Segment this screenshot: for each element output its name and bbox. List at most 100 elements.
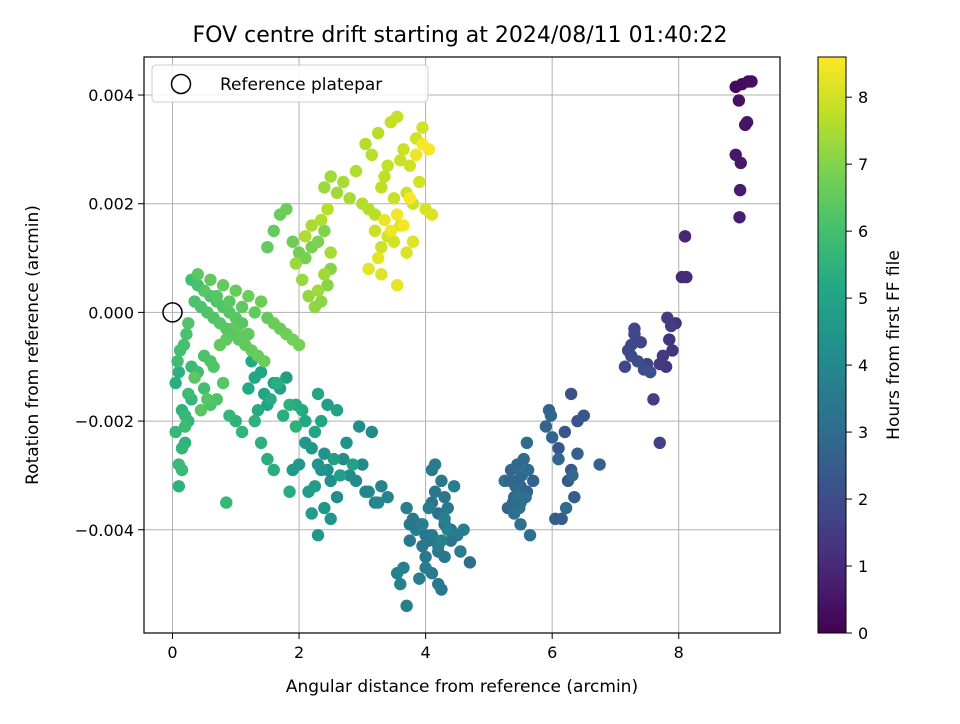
scatter-point — [514, 518, 527, 531]
scatter-point — [365, 148, 379, 162]
scatter-point — [644, 365, 657, 379]
scatter-point — [625, 338, 638, 352]
scatter-point — [664, 319, 678, 333]
scatter-point — [292, 338, 306, 352]
scatter-point — [321, 279, 334, 292]
scatter-point — [311, 235, 325, 248]
scatter-point — [289, 257, 303, 270]
scatter-point — [175, 463, 189, 477]
scatter-point — [197, 284, 211, 297]
scatter-point — [400, 599, 413, 613]
scatter-point — [381, 159, 394, 172]
scatter-point — [324, 474, 337, 488]
x-axis-label: Angular distance from reference (arcmin) — [286, 677, 638, 697]
scatter-point — [289, 420, 303, 433]
scatter-point — [425, 528, 439, 542]
scatter-point — [559, 501, 573, 515]
scatter-point — [314, 213, 328, 227]
scatter-point — [352, 420, 366, 433]
scatter-point — [178, 420, 192, 433]
scatter-point — [286, 463, 299, 477]
y-tick-label: −0.002 — [75, 412, 134, 431]
scatter-point — [558, 425, 572, 439]
scatter-point — [523, 528, 537, 542]
scatter-point — [678, 230, 692, 243]
scatter-point — [403, 192, 416, 205]
scatter-point — [503, 474, 516, 488]
colorbar-tick-label: 1 — [858, 557, 868, 576]
scatter-point — [343, 469, 356, 482]
scatter-point — [359, 485, 372, 498]
scatter-point — [305, 219, 318, 232]
scatter-point — [330, 404, 344, 417]
scatter-point — [197, 382, 211, 395]
scatter-point — [390, 208, 404, 221]
scatter-point — [438, 550, 451, 564]
y-tick-label: 0.004 — [88, 86, 134, 105]
scatter-point — [327, 452, 341, 466]
scatter-point — [324, 170, 337, 183]
scatter-point — [390, 110, 404, 123]
scatter-point — [384, 224, 398, 238]
x-tick-label: 4 — [421, 643, 431, 662]
scatter-point — [406, 235, 420, 248]
scatter-point — [463, 556, 477, 569]
scatter-point — [365, 425, 379, 439]
scatter-point — [552, 442, 565, 455]
scatter-point — [733, 211, 746, 224]
scatter-point — [564, 387, 578, 401]
scatter-point — [210, 393, 223, 406]
scatter-point — [428, 458, 442, 471]
scatter-point — [330, 186, 344, 200]
scatter-point — [517, 452, 530, 466]
scatter-point — [571, 447, 584, 460]
scatter-point — [223, 409, 236, 422]
scatter-point — [311, 528, 325, 542]
legend-entry-label: Reference platepar — [220, 75, 382, 95]
plot-frame — [143, 56, 781, 634]
colorbar: 0 1 2 3 4 5 6 7 8 Hours from first FF file — [817, 56, 904, 643]
scatter-point — [419, 561, 432, 574]
scatter-point — [356, 458, 369, 471]
scatter-point — [169, 376, 182, 390]
x-tick-label: 2 — [294, 643, 304, 662]
scatter-point — [618, 360, 632, 373]
scatter-point — [220, 496, 233, 509]
scatter-point — [413, 175, 426, 189]
scatter-point — [172, 480, 186, 493]
colorbar-tick-label: 4 — [858, 356, 868, 375]
scatter-point — [254, 295, 268, 308]
scatter-point — [457, 523, 470, 536]
scatter-point — [349, 164, 363, 178]
scatter-point — [390, 567, 404, 580]
scatter-point — [416, 137, 429, 151]
scatter-point — [346, 458, 360, 471]
scatter-point — [375, 480, 388, 493]
scatter-point — [413, 572, 426, 585]
scatter-point — [267, 463, 280, 477]
scatter-point — [368, 224, 382, 238]
scatter-point — [394, 577, 407, 591]
y-tick-label: 0.002 — [88, 195, 134, 214]
scatter-point — [375, 181, 388, 194]
scatter-point — [286, 235, 299, 248]
scatter-point — [368, 208, 382, 221]
scatter-point — [441, 501, 454, 515]
scatter-point — [330, 490, 344, 504]
scatter-points — [169, 75, 758, 613]
x-axis-ticks: 0 2 4 6 8 — [167, 633, 684, 662]
scatter-point — [441, 523, 454, 536]
legend: Reference platepar — [151, 64, 429, 103]
scatter-point — [311, 458, 325, 471]
scatter-point — [171, 355, 184, 368]
chart-title: FOV centre drift starting at 2024/08/11 … — [193, 23, 728, 48]
scatter-point — [378, 213, 391, 227]
scatter-point — [207, 360, 220, 373]
scatter-point — [180, 327, 193, 341]
scatter-point — [526, 474, 540, 488]
scatter-point — [435, 474, 448, 488]
scatter-point — [403, 159, 416, 172]
scatter-point — [416, 518, 429, 531]
